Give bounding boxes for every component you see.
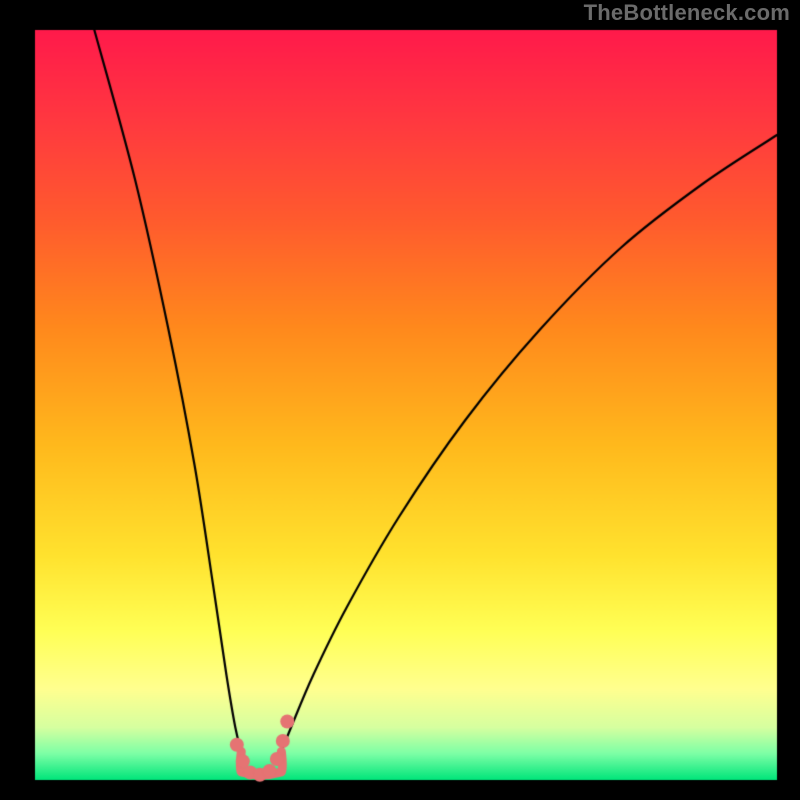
bottleneck-chart: TheBottleneck.com [0,0,800,800]
plot-canvas [0,0,800,800]
